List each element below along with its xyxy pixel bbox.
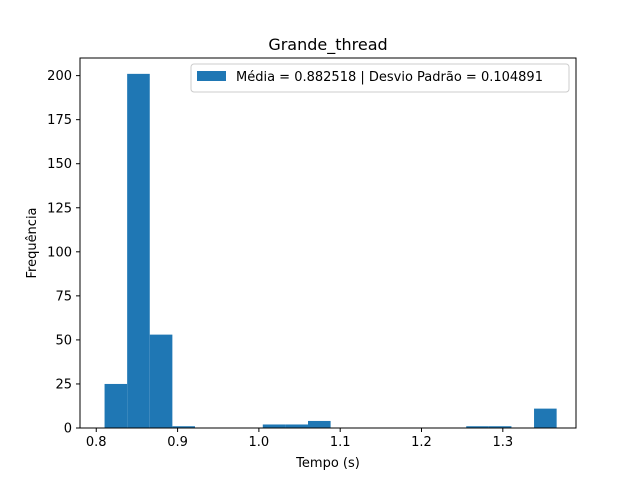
- x-axis-label: Tempo (s): [295, 456, 360, 471]
- y-tick-label: 25: [55, 377, 72, 392]
- histogram-bar: [104, 383, 128, 428]
- y-tick-label: 75: [55, 289, 72, 304]
- y-tick-label: 125: [47, 201, 72, 216]
- histogram-bar: [488, 426, 512, 428]
- y-axis-ticks: 0 25 50 75 100 125 150 175 200: [47, 69, 80, 437]
- legend-entry: Média = 0.882518 | Desvio Padrão = 0.104…: [236, 70, 543, 85]
- histogram-bar: [172, 426, 195, 428]
- histogram-bar: [262, 424, 286, 428]
- histogram-bar: [308, 420, 331, 428]
- legend-box: [190, 63, 570, 93]
- plot-frame: [79, 57, 577, 429]
- x-tick-label: 1.0: [249, 435, 270, 450]
- x-tick-label: 0.8: [86, 435, 107, 450]
- y-axis-label: Frequência: [25, 207, 40, 278]
- histogram-bar: [127, 73, 150, 429]
- legend: Média = 0.882518 | Desvio Padrão = 0.104…: [190, 63, 570, 93]
- histogram-bar: [534, 408, 557, 428]
- x-tick-label: 1.1: [330, 435, 351, 450]
- y-tick-label: 100: [47, 245, 72, 260]
- x-tick-label: 0.9: [167, 435, 188, 450]
- chart-title: Grande_thread: [268, 35, 387, 55]
- bars-group: [104, 73, 557, 429]
- x-tick-label: 1.2: [411, 435, 432, 450]
- histogram-bar: [466, 426, 489, 428]
- x-axis-ticks: 0.8 0.9 1.0 1.1 1.2 1.3: [86, 428, 513, 450]
- y-tick-label: 175: [47, 113, 72, 128]
- y-tick-label: 150: [47, 157, 72, 172]
- x-tick-label: 1.3: [492, 435, 513, 450]
- histogram-bar: [285, 424, 308, 428]
- y-tick-label: 50: [55, 333, 72, 348]
- legend-swatch: [197, 71, 226, 81]
- y-tick-label: 0: [64, 422, 72, 437]
- histogram-bar: [149, 334, 173, 428]
- y-tick-label: 200: [47, 69, 72, 84]
